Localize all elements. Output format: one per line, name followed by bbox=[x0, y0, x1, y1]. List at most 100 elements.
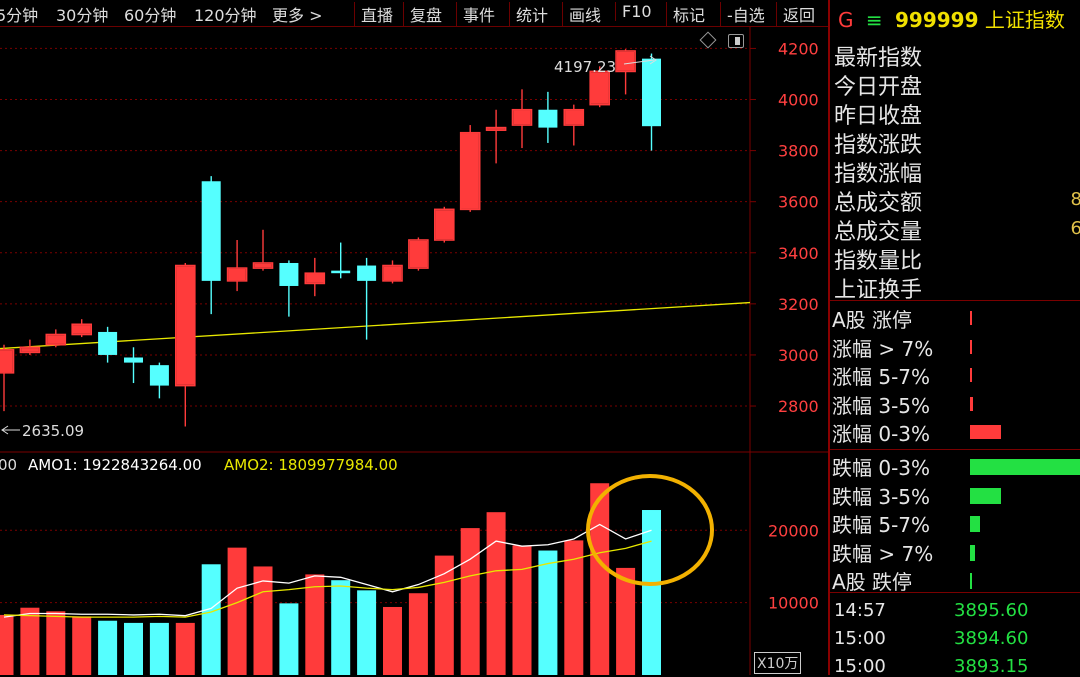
volume-tick-label: 10000 bbox=[768, 594, 819, 613]
candle-body-fill bbox=[383, 266, 402, 281]
candle-body-fill bbox=[228, 268, 246, 281]
volume-bar bbox=[201, 564, 221, 675]
tick-time: 14:57 bbox=[834, 600, 886, 621]
distribution-label: 涨幅 3-5% bbox=[832, 393, 931, 418]
candle-body-fill bbox=[513, 110, 531, 125]
candle-body-fill bbox=[306, 274, 324, 283]
volume-bar bbox=[175, 622, 195, 675]
quote-field-label: 总成交额 bbox=[834, 191, 923, 216]
high-price-label: 4197.23 bbox=[554, 58, 616, 76]
distribution-bar bbox=[970, 311, 972, 325]
candle-body-fill bbox=[0, 350, 13, 373]
candle-body-fill bbox=[565, 110, 583, 125]
distribution-label: A股 涨停 bbox=[832, 308, 913, 332]
candle-body-fill bbox=[73, 325, 91, 334]
period-60min[interactable]: 60分钟 bbox=[124, 6, 177, 25]
events-button[interactable]: 事件 bbox=[456, 2, 495, 26]
candle-body bbox=[149, 365, 169, 386]
distribution-label: 跌幅 5-7% bbox=[832, 513, 931, 538]
candle-body-fill bbox=[254, 263, 272, 268]
volume-bar bbox=[486, 512, 506, 675]
volume-bar bbox=[512, 545, 532, 675]
volume-bar bbox=[383, 606, 402, 675]
price-tick-label: 3600 bbox=[778, 193, 819, 212]
stock-name[interactable]: 上证指数 bbox=[984, 8, 1065, 32]
back-button[interactable]: 返回 bbox=[776, 2, 815, 26]
candle-body bbox=[98, 331, 118, 355]
quote-field-label: 上证换手 bbox=[834, 278, 923, 303]
distribution-label: 涨幅 0-3% bbox=[832, 422, 931, 447]
chart-toolbar: 5分钟 30分钟 60分钟 120分钟 更多 > 直播 复盘 事件 统计 画线 … bbox=[0, 0, 828, 27]
distribution-bar bbox=[970, 396, 974, 411]
price-tick-label: 3200 bbox=[778, 295, 819, 314]
volume-bar bbox=[305, 574, 325, 675]
volume-bar bbox=[434, 555, 454, 675]
volume-bar bbox=[98, 620, 118, 675]
watchlist-button[interactable]: -自选 bbox=[720, 2, 765, 26]
stats-button[interactable]: 统计 bbox=[509, 2, 548, 26]
distribution-bar bbox=[970, 573, 972, 590]
volume-bar bbox=[46, 611, 66, 675]
moving-average-line bbox=[0, 301, 751, 350]
tick-price: 3895.60 bbox=[954, 600, 1029, 621]
period-30min[interactable]: 30分钟 bbox=[56, 6, 109, 25]
volume-bar bbox=[0, 614, 14, 675]
candle-body bbox=[642, 58, 661, 127]
tick-price: 3893.15 bbox=[954, 656, 1029, 677]
price-tick-label: 3800 bbox=[778, 142, 819, 161]
volume-unit-label: X10万 bbox=[754, 652, 802, 674]
volume-bar bbox=[642, 510, 661, 675]
quote-field-label: 最新指数 bbox=[834, 46, 923, 71]
distribution-bar bbox=[970, 544, 975, 561]
price-tick-label: 3000 bbox=[778, 346, 819, 365]
volume-bar bbox=[149, 622, 169, 675]
high-price-arrow bbox=[623, 59, 655, 65]
candle-body-fill bbox=[435, 210, 453, 240]
volume-bar bbox=[331, 580, 351, 675]
distribution-label: 跌幅 > 7% bbox=[832, 541, 934, 566]
candle-body bbox=[357, 265, 377, 281]
period-5min[interactable]: 5分钟 bbox=[0, 6, 39, 25]
distribution-label: A股 跌停 bbox=[832, 570, 913, 595]
period-more[interactable]: 更多 > bbox=[272, 6, 323, 25]
distribution-bar bbox=[970, 459, 1080, 475]
period-120min[interactable]: 120分钟 bbox=[194, 6, 257, 25]
quote-field-label: 今日开盘 bbox=[834, 75, 923, 100]
amo1-legend: AMO1: 1922843264.00 bbox=[28, 456, 202, 474]
candle-body-fill bbox=[176, 266, 194, 385]
f10-button[interactable]: F10 bbox=[615, 2, 652, 21]
distribution-label: 跌幅 0-3% bbox=[832, 456, 931, 480]
tick-time: 15:00 bbox=[834, 628, 886, 649]
quote-field-value: 6 bbox=[1070, 218, 1080, 239]
stock-code: 999999 bbox=[894, 8, 979, 32]
volume-bar bbox=[124, 622, 143, 675]
window-icon-inner bbox=[735, 37, 740, 45]
quote-field-label: 指数涨跌 bbox=[834, 133, 923, 158]
distribution-label: 跌幅 3-5% bbox=[832, 484, 931, 509]
quote-field-value: 8 bbox=[1070, 189, 1080, 210]
volume-bar bbox=[408, 593, 428, 675]
distribution-label: 涨幅 > 7% bbox=[832, 336, 934, 361]
volume-bar bbox=[616, 567, 636, 675]
replay-button[interactable]: 复盘 bbox=[403, 2, 442, 26]
candle-body-fill bbox=[21, 348, 39, 352]
volume-tick-label: 20000 bbox=[768, 521, 819, 540]
volume-bar bbox=[279, 603, 299, 675]
window-icon[interactable] bbox=[728, 34, 744, 48]
highlight-circle bbox=[586, 474, 714, 586]
mark-button[interactable]: 标记 bbox=[666, 2, 705, 26]
price-tick-label: 4200 bbox=[778, 39, 819, 58]
candle-body bbox=[201, 181, 221, 281]
quote-panel: G ≡ 999999 上证指数 最新指数 今日开盘 昨日收盘 指数涨跌 指数涨幅 总成交额… bbox=[828, 0, 1080, 677]
volume-bar bbox=[357, 590, 377, 675]
draw-line-button[interactable]: 画线 bbox=[562, 2, 601, 26]
tick-price: 3894.60 bbox=[954, 628, 1029, 649]
amo2-legend: AMO2: 1809977984.00 bbox=[224, 456, 398, 474]
g-flag: G bbox=[838, 8, 854, 32]
volume-bar bbox=[564, 540, 584, 675]
candle-body-fill bbox=[591, 72, 609, 104]
kline-chart[interactable]: 2800 3000 3200 3400 3600 3800 4000 4200 10000 200… bbox=[0, 0, 828, 675]
live-button[interactable]: 直播 bbox=[354, 2, 393, 26]
price-tick-label: 2800 bbox=[778, 397, 819, 416]
quote-field-label: 指数量比 bbox=[834, 249, 923, 274]
